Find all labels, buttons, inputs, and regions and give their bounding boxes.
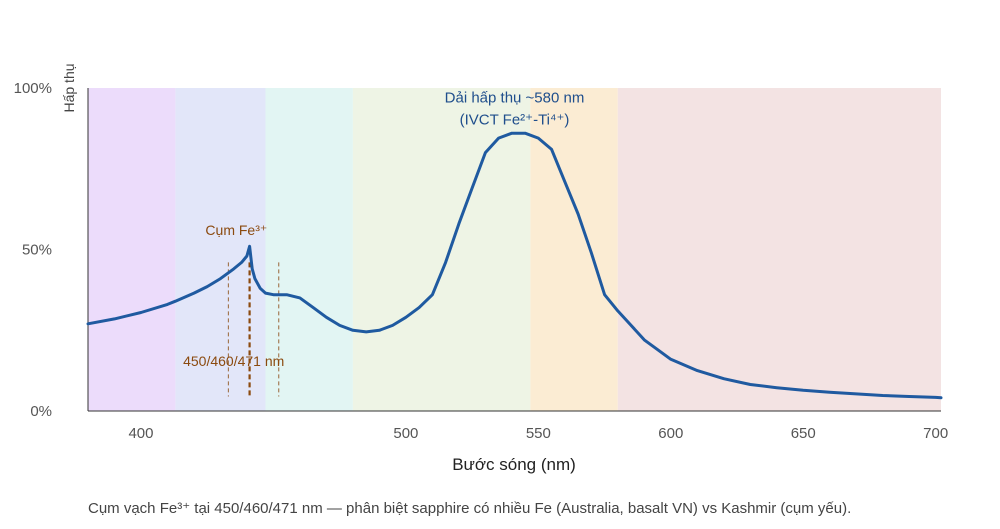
x-axis-title: Bước sóng (nm) [452,455,576,474]
annotations: Dải hấp thụ ~580 nm (IVCT Fe²⁺-Ti⁴⁺) Cụm F… [183,90,584,369]
axes [87,88,941,412]
iron-line-markers [227,262,280,397]
spectrum-band [265,88,353,411]
spectrum-band [352,88,531,411]
spectrum-bands [88,88,941,411]
spectrum-band [88,88,176,411]
spectrum-band [617,88,941,411]
x-tick-label: 650 [791,425,816,442]
y-tick-label: 100% [14,80,52,97]
y-tick-label: 0% [30,403,52,420]
chart-annotation: (IVCT Fe²⁺-Ti⁴⁺) [460,112,570,129]
y-tick-label: 50% [22,242,52,259]
tick-labels: 400 500 550 600 650 700 0% 50% 100% [14,80,949,442]
absorption-series-line [86,131,943,400]
x-tick-label: 500 [393,425,418,442]
chart-annotation: Cụm Fe³⁺ [205,222,267,238]
chart-caption: Cụm vạch Fe³⁺ tại 450/460/471 nm — phân … [88,500,852,517]
x-tick-label: 600 [658,425,683,442]
x-tick-label: 700 [923,425,948,442]
chart-annotation: Dải hấp thụ ~580 nm [445,90,585,107]
series-group [86,131,943,400]
y-axis-title: Hấp thụ [61,63,77,112]
x-tick-label: 550 [526,425,551,442]
chart-annotation: 450/460/471 nm [183,353,284,369]
x-tick-label: 400 [128,425,153,442]
spectrum-band [530,88,618,411]
